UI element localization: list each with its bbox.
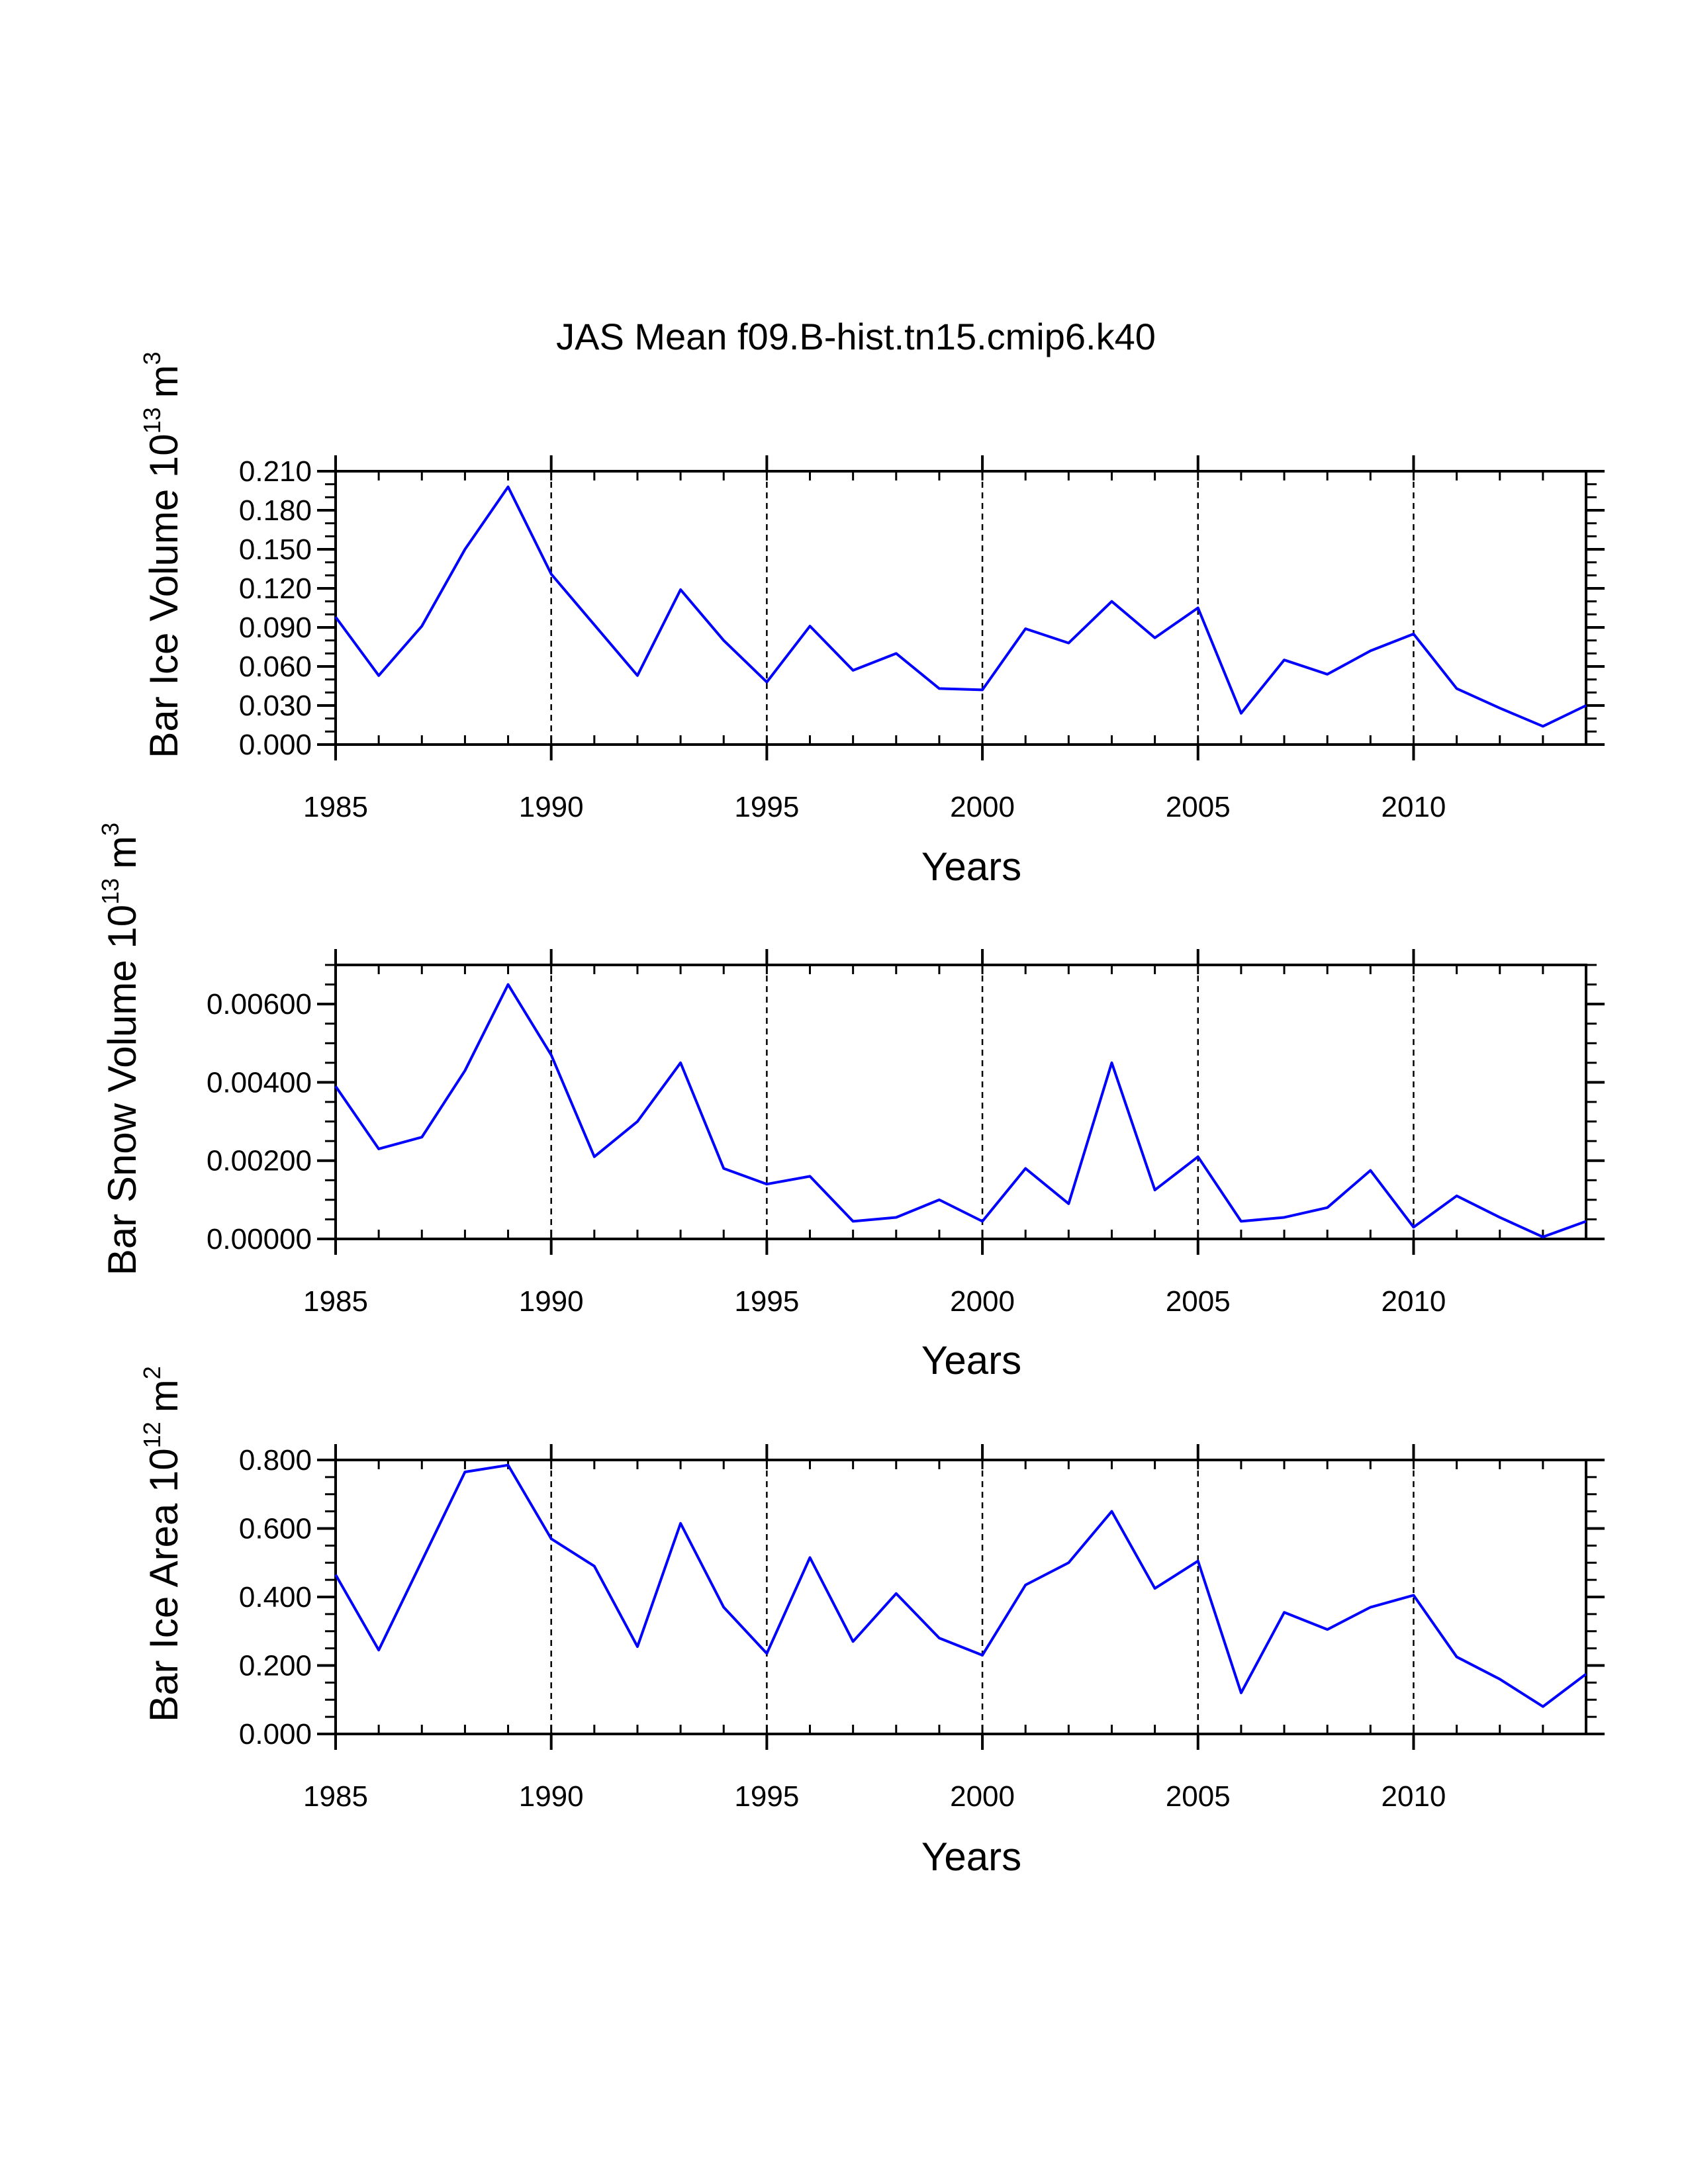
x-tick-label: 1995 bbox=[734, 1780, 799, 1813]
y-tick-label: 0.120 bbox=[239, 572, 312, 605]
x-tick-label: 1985 bbox=[303, 1285, 368, 1318]
series-line bbox=[334, 1463, 1587, 1708]
y-tick-label: 0.00600 bbox=[207, 988, 312, 1021]
figure-title: JAS Mean f09.B-hist.tn15.cmip6.k40 bbox=[556, 316, 1156, 357]
series-line bbox=[334, 983, 1587, 1239]
y-axis-title-ylabel-exp: 13 bbox=[138, 407, 165, 433]
y-axis-title: Bar Snow Volume 1013 m3 bbox=[97, 823, 144, 1275]
x-tick-label: 2005 bbox=[1166, 791, 1231, 823]
x-axis-title: Years bbox=[921, 1835, 1021, 1879]
y-tick-label: 0.600 bbox=[239, 1513, 312, 1545]
x-tick-label: 2000 bbox=[950, 791, 1015, 823]
y-axis-title-ylabel-main: Bar Ice Area 10 bbox=[142, 1448, 186, 1722]
y-axis-title-ylabel-unit: m bbox=[142, 365, 186, 398]
y-tick-label: 0.090 bbox=[239, 612, 312, 644]
x-tick-label: 2005 bbox=[1166, 1285, 1231, 1318]
x-tick-label: 1985 bbox=[303, 791, 368, 823]
y-tick-label: 0.800 bbox=[239, 1444, 312, 1477]
y-axis-title-ylabel-unit-exp: 3 bbox=[138, 351, 165, 365]
y-tick-label: 0.00000 bbox=[207, 1223, 312, 1255]
x-tick-label: 1990 bbox=[519, 1285, 584, 1318]
chart-panel-snow-volume: 1985 1990 1995 2000 2005 2010 0.00000 0.00200 0.… bbox=[97, 823, 1605, 1383]
y-axis-title-ylabel-main: Bar Snow Volume 10 bbox=[100, 905, 144, 1275]
chart-panel-ice-area: 1985 1990 1995 2000 2005 2010 0.000 0.200 0.400 0… bbox=[138, 1366, 1605, 1879]
y-axis-title-ylabel-unit: m bbox=[100, 836, 144, 869]
y-tick-label: 0.400 bbox=[239, 1581, 312, 1614]
y-tick-label: 0.150 bbox=[239, 533, 312, 566]
y-tick-label: 0.00400 bbox=[207, 1066, 312, 1099]
x-tick-label: 1995 bbox=[734, 791, 799, 823]
x-axis-title: Years bbox=[921, 844, 1021, 889]
y-tick-label: 0.210 bbox=[239, 455, 312, 488]
y-axis-title-ylabel-main: Bar Ice Volume 10 bbox=[142, 433, 186, 758]
x-tick-label: 2010 bbox=[1382, 1285, 1446, 1318]
x-tick-label: 2005 bbox=[1166, 1780, 1231, 1813]
x-axis-title: Years bbox=[921, 1338, 1021, 1383]
plot-frame bbox=[334, 1459, 1587, 1735]
y-tick-label: 0.200 bbox=[239, 1650, 312, 1682]
y-tick-label: 0.00200 bbox=[207, 1145, 312, 1177]
y-axis-title: Bar Ice Volume 1013 m3 bbox=[138, 351, 186, 758]
y-tick-label: 0.000 bbox=[239, 1718, 312, 1751]
y-axis-title-ylabel-exp: 13 bbox=[97, 878, 124, 905]
y-tick-label: 0.030 bbox=[239, 690, 312, 722]
y-axis-title-ylabel-unit-exp: 3 bbox=[97, 823, 124, 836]
x-tick-label: 1990 bbox=[519, 791, 584, 823]
chart-panel-ice-volume: 1985 1990 1995 2000 2005 2010 0.000 0.030 0.060 0… bbox=[138, 351, 1605, 889]
y-axis-title: Bar Ice Area 1012 m2 bbox=[138, 1366, 186, 1722]
plot-frame bbox=[334, 964, 1587, 1240]
y-tick-label: 0.000 bbox=[239, 729, 312, 761]
plot-frame bbox=[334, 470, 1587, 746]
x-tick-label: 2000 bbox=[950, 1285, 1015, 1318]
x-tick-label: 1985 bbox=[303, 1780, 368, 1813]
x-tick-label: 1995 bbox=[734, 1285, 799, 1318]
series-line bbox=[334, 485, 1587, 728]
x-tick-label: 1990 bbox=[519, 1780, 584, 1813]
x-tick-label: 2010 bbox=[1382, 791, 1446, 823]
x-tick-label: 2010 bbox=[1382, 1780, 1446, 1813]
y-axis-title-ylabel-unit-exp: 2 bbox=[138, 1366, 165, 1379]
x-tick-label: 2000 bbox=[950, 1780, 1015, 1813]
y-axis-title-ylabel-exp: 12 bbox=[138, 1422, 165, 1448]
y-tick-label: 0.180 bbox=[239, 494, 312, 527]
y-axis-title-ylabel-unit: m bbox=[142, 1379, 186, 1412]
y-tick-label: 0.060 bbox=[239, 651, 312, 683]
